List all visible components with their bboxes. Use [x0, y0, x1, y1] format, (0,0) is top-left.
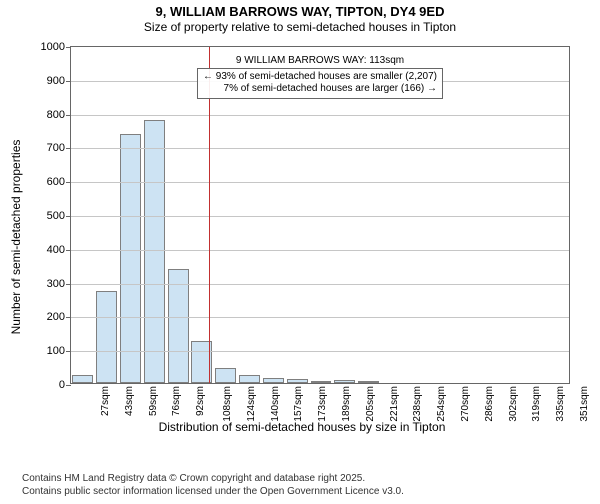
gridline — [71, 148, 569, 149]
y-tick-mark — [66, 216, 71, 217]
y-tick-mark — [66, 250, 71, 251]
histogram-bar — [144, 120, 165, 383]
y-tick-mark — [66, 115, 71, 116]
x-tick-label: 76sqm — [169, 386, 182, 416]
x-tick-label: 43sqm — [122, 386, 135, 416]
callout: 9 WILLIAM BARROWS WAY: 113sqm ← 93% of se… — [197, 55, 443, 99]
x-tick-label: 319sqm — [529, 386, 542, 422]
callout-title: 9 WILLIAM BARROWS WAY: 113sqm — [197, 55, 443, 68]
y-tick-mark — [66, 385, 71, 386]
page-title: 9, WILLIAM BARROWS WAY, TIPTON, DY4 9ED — [0, 4, 600, 19]
x-tick-label: 351sqm — [577, 386, 590, 422]
plot-area: 0100200300400500600700800900100027sqm43s… — [70, 46, 570, 384]
x-axis-label: Distribution of semi-detached houses by … — [159, 420, 446, 434]
x-tick-label: 205sqm — [363, 386, 376, 422]
callout-line-larger: 7% of semi-detached houses are larger (1… — [203, 83, 437, 96]
x-tick-label: 335sqm — [553, 386, 566, 422]
x-tick-label: 108sqm — [220, 386, 233, 422]
y-tick-mark — [66, 182, 71, 183]
gridline — [71, 284, 569, 285]
y-axis-label: Number of semi-detached properties — [9, 140, 23, 335]
histogram-bar — [263, 378, 284, 383]
x-tick-label: 173sqm — [315, 386, 328, 422]
histogram-bar — [287, 379, 308, 383]
x-tick-label: 286sqm — [482, 386, 495, 422]
y-tick-mark — [66, 148, 71, 149]
x-tick-label: 92sqm — [193, 386, 206, 416]
x-tick-label: 238sqm — [410, 386, 423, 422]
gridline — [71, 250, 569, 251]
x-tick-label: 221sqm — [386, 386, 399, 422]
gridline — [71, 351, 569, 352]
histogram-bar — [96, 291, 117, 383]
attribution: Contains HM Land Registry data © Crown c… — [22, 473, 404, 498]
histogram-bar — [215, 368, 236, 383]
histogram-bar — [358, 381, 379, 383]
gridline — [71, 216, 569, 217]
histogram-bar — [72, 375, 93, 383]
histogram-bar — [168, 269, 189, 383]
histogram-bar — [120, 134, 141, 383]
gridline — [71, 115, 569, 116]
x-tick-label: 124sqm — [244, 386, 257, 422]
x-tick-label: 302sqm — [505, 386, 518, 422]
x-tick-label: 254sqm — [434, 386, 447, 422]
page-subtitle: Size of property relative to semi-detach… — [0, 20, 600, 34]
x-tick-label: 189sqm — [339, 386, 352, 422]
histogram-bar — [311, 381, 332, 383]
callout-line-smaller: ← 93% of semi-detached houses are smalle… — [203, 71, 437, 84]
gridline — [71, 182, 569, 183]
y-tick-mark — [66, 351, 71, 352]
y-tick-mark — [66, 317, 71, 318]
y-tick-mark — [66, 81, 71, 82]
y-tick-mark — [66, 284, 71, 285]
gridline — [71, 317, 569, 318]
x-tick-label: 270sqm — [458, 386, 471, 422]
chart-container: Number of semi-detached properties 01002… — [22, 42, 582, 432]
x-tick-label: 157sqm — [291, 386, 304, 422]
x-tick-label: 140sqm — [267, 386, 280, 422]
histogram-bar — [239, 375, 260, 383]
attribution-line-2: Contains public sector information licen… — [22, 486, 404, 499]
histogram-bar — [334, 380, 355, 383]
y-tick-mark — [66, 47, 71, 48]
attribution-line-1: Contains HM Land Registry data © Crown c… — [22, 473, 404, 486]
x-tick-label: 59sqm — [146, 386, 159, 416]
x-tick-label: 27sqm — [98, 386, 111, 416]
